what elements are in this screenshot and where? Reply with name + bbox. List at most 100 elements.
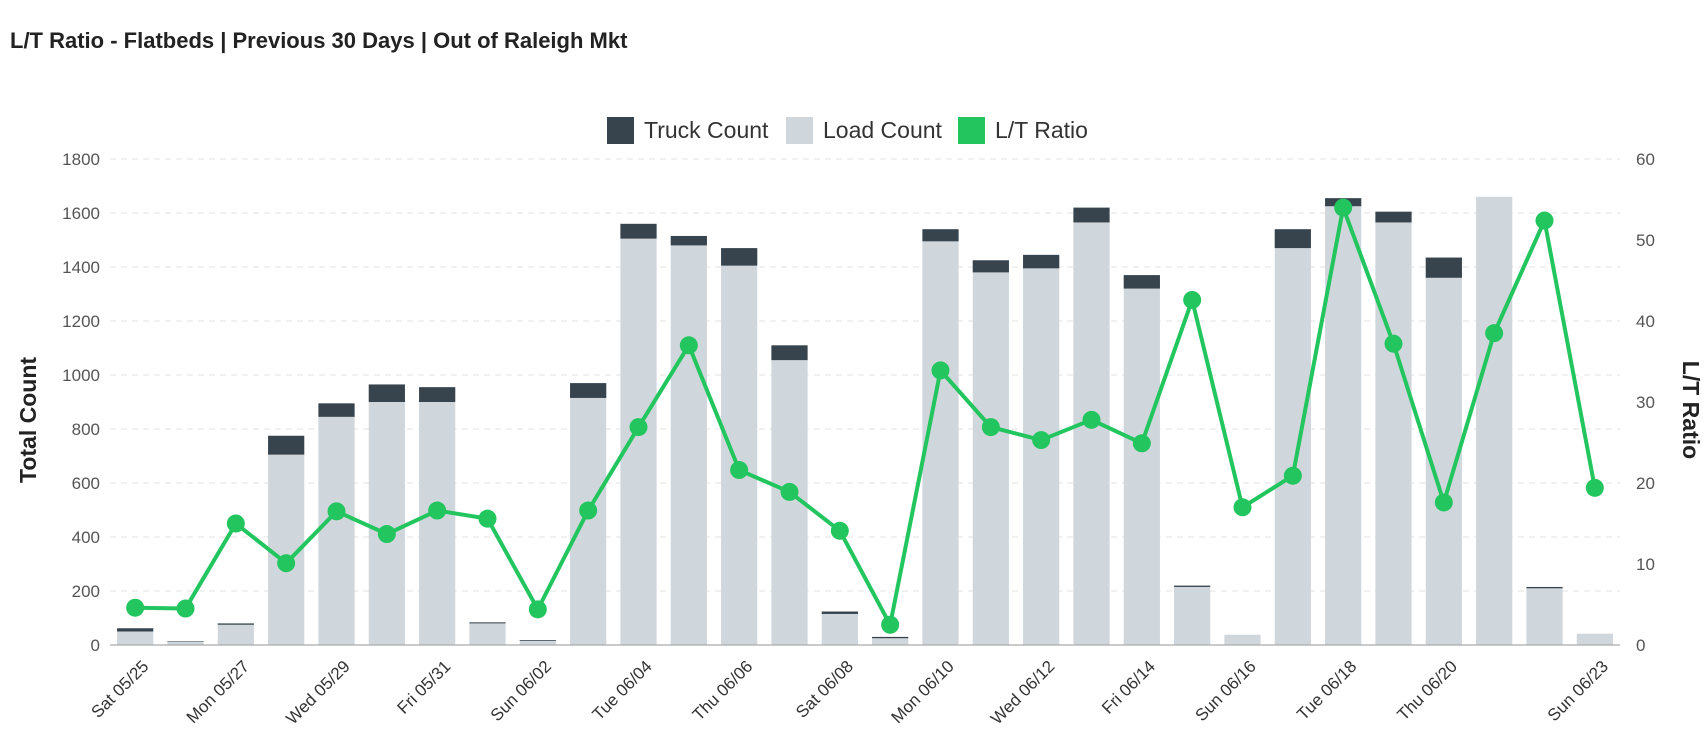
legend-label: Load Count bbox=[823, 117, 943, 143]
ratio-point bbox=[931, 361, 950, 380]
legend-load-count: Load Count bbox=[786, 117, 943, 144]
load-count-bar bbox=[469, 623, 506, 645]
load-count-bar bbox=[1476, 196, 1513, 646]
load-count-bar bbox=[519, 640, 556, 645]
y-left-tick-label: 200 bbox=[72, 582, 100, 601]
load-count-bar bbox=[419, 402, 456, 645]
legend-swatch bbox=[786, 117, 813, 144]
truck-count-bar bbox=[972, 260, 1009, 273]
ratio-point bbox=[1082, 410, 1101, 429]
ratio-point bbox=[528, 600, 547, 619]
y-left-tick-label: 600 bbox=[72, 474, 100, 493]
x-tick-label: Sun 06/02 bbox=[487, 657, 555, 725]
y-right-tick-label: 0 bbox=[1636, 636, 1645, 655]
truck-count-bar bbox=[1375, 211, 1412, 223]
truck-count-bar bbox=[771, 345, 808, 361]
load-count-bar bbox=[368, 402, 405, 645]
ratio-point bbox=[780, 482, 799, 501]
truck-count-bar bbox=[872, 636, 909, 639]
ratio-point bbox=[1585, 478, 1604, 497]
load-count-bar bbox=[872, 638, 909, 645]
x-tick-label: Sun 06/23 bbox=[1544, 657, 1612, 725]
y-right-tick-label: 30 bbox=[1636, 393, 1655, 412]
legend-label: L/T Ratio bbox=[995, 117, 1088, 143]
load-count-bar bbox=[1526, 588, 1563, 645]
y-right-tick-label: 20 bbox=[1636, 474, 1655, 493]
x-tick-label: Mon 06/10 bbox=[887, 657, 957, 727]
ratio-point bbox=[1233, 498, 1252, 517]
load-count-bar bbox=[1073, 222, 1110, 645]
truck-count-bar bbox=[1123, 275, 1160, 289]
gridlines bbox=[110, 158, 1620, 592]
ratio-line-series bbox=[126, 198, 1604, 634]
x-tick-label: Mon 05/27 bbox=[183, 657, 253, 727]
truck-count-bar bbox=[1023, 254, 1060, 269]
truck-count-bar bbox=[268, 435, 305, 455]
ratio-point bbox=[1485, 324, 1504, 343]
legend-lt-ratio: L/T Ratio bbox=[958, 117, 1088, 144]
ratio-point bbox=[478, 509, 497, 528]
legend: Truck Count Load Count L/T Ratio bbox=[607, 117, 1088, 144]
truck-count-bar bbox=[318, 403, 355, 417]
x-tick-label: Sat 06/08 bbox=[792, 657, 857, 722]
ratio-point bbox=[1032, 431, 1051, 450]
x-tick-label: Thu 06/06 bbox=[689, 657, 757, 725]
truck-count-bar bbox=[167, 641, 204, 642]
bar-series bbox=[117, 196, 1613, 646]
ratio-point bbox=[730, 461, 749, 480]
truck-count-bar bbox=[1174, 585, 1211, 587]
truck-count-bar bbox=[821, 611, 858, 614]
ratio-point bbox=[428, 501, 447, 520]
load-count-bar bbox=[167, 641, 204, 645]
x-tick-label: Tue 06/18 bbox=[1293, 657, 1360, 724]
load-count-bar bbox=[922, 241, 959, 645]
ratio-point bbox=[981, 418, 1000, 437]
load-count-bar bbox=[670, 245, 707, 645]
y-left-tick-label: 0 bbox=[91, 636, 100, 655]
ratio-point bbox=[277, 554, 296, 573]
y-right-axis-title: L/T Ratio bbox=[1678, 361, 1704, 459]
legend-swatch bbox=[607, 117, 634, 144]
y-right-tick-label: 40 bbox=[1636, 312, 1655, 331]
x-tick-label: Fri 06/14 bbox=[1098, 657, 1159, 718]
y-left-tick-label: 400 bbox=[72, 528, 100, 547]
truck-count-bar bbox=[117, 628, 154, 632]
ratio-point bbox=[1132, 434, 1151, 453]
y-right-tick-label: 60 bbox=[1636, 150, 1655, 169]
ratio-point bbox=[1334, 198, 1353, 217]
truck-count-bar bbox=[1526, 586, 1563, 589]
truck-count-bar bbox=[922, 229, 959, 242]
ratio-point bbox=[377, 525, 396, 544]
truck-count-bar bbox=[670, 235, 707, 246]
ratio-point bbox=[1535, 211, 1554, 230]
truck-count-bar bbox=[469, 622, 506, 624]
ratio-point bbox=[1384, 334, 1403, 353]
truck-count-bar bbox=[1274, 229, 1311, 249]
legend-swatch bbox=[958, 117, 985, 144]
x-tick-label: Wed 05/29 bbox=[282, 657, 353, 728]
x-tick-label: Wed 06/12 bbox=[987, 657, 1058, 728]
load-count-bar bbox=[1174, 586, 1211, 645]
load-count-bar bbox=[620, 238, 657, 645]
ratio-point bbox=[1283, 466, 1302, 485]
truck-count-bar bbox=[368, 384, 405, 402]
load-count-bar bbox=[821, 613, 858, 645]
load-count-bar bbox=[1023, 268, 1060, 645]
y-left-tick-label: 1200 bbox=[62, 312, 100, 331]
load-count-bar bbox=[570, 397, 607, 645]
truck-count-bar bbox=[1425, 257, 1462, 278]
load-count-bar bbox=[1576, 633, 1613, 645]
y-right-tick-label: 10 bbox=[1636, 555, 1655, 574]
x-tick-label: Sat 05/25 bbox=[88, 657, 153, 722]
load-count-bar bbox=[217, 624, 254, 645]
ratio-point bbox=[126, 598, 145, 617]
load-count-bar bbox=[972, 272, 1009, 645]
load-count-bar bbox=[721, 265, 758, 645]
x-tick-label: Sun 06/16 bbox=[1191, 657, 1259, 725]
ratio-point bbox=[176, 599, 195, 618]
y-left-tick-label: 1800 bbox=[62, 150, 100, 169]
ratio-point bbox=[226, 514, 245, 533]
y-left-tick-label: 800 bbox=[72, 420, 100, 439]
x-tick-label: Tue 06/04 bbox=[589, 657, 656, 724]
legend-truck-count: Truck Count bbox=[607, 117, 769, 144]
